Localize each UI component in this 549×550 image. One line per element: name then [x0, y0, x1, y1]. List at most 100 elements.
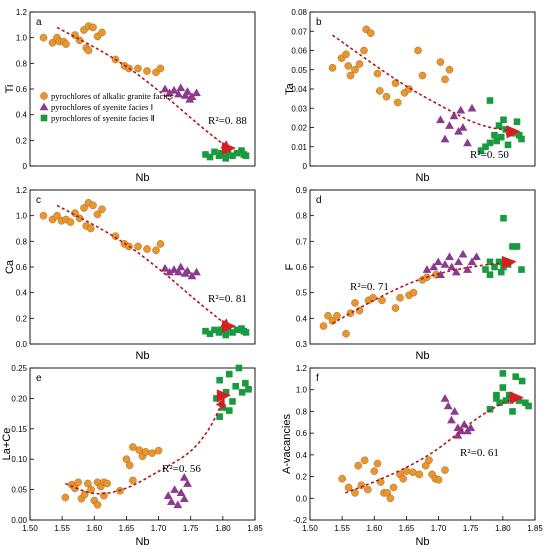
data-point [515, 131, 523, 139]
data-point [375, 87, 384, 95]
y-tick-label: 0.4 [296, 451, 308, 460]
x-axis-label: Nb [135, 536, 149, 548]
data-point [382, 92, 391, 101]
panel-label: a [36, 17, 42, 28]
y-axis-label: Ta [284, 82, 296, 95]
data-point [351, 489, 359, 497]
plot-frame [309, 367, 536, 521]
x-tick-label: 1.75 [463, 524, 479, 533]
data-point [222, 155, 230, 162]
data-point [449, 111, 459, 120]
panel-f: -0.2 0.0 0.2 0.4 0.6 0.8 1.0 1.2 1.50 1.55 1.60 1.6… [281, 364, 543, 548]
data-point [84, 46, 93, 55]
r-squared-annotation: R²=0. 71 [350, 281, 389, 293]
data-point [440, 394, 450, 402]
data-point [39, 211, 48, 220]
plot-frame [29, 189, 256, 345]
data-point [338, 474, 346, 483]
data-point [373, 459, 382, 468]
data-point [440, 260, 450, 268]
y-axis-label: F [284, 263, 296, 270]
data-point [192, 88, 201, 97]
data-point [232, 382, 240, 390]
series-syenite-I [422, 249, 481, 278]
trend-arrow-head [506, 125, 521, 139]
y-tick-label: 0.7 [296, 237, 308, 246]
data-point [450, 407, 460, 415]
r-squared-annotation: R²=0. 56 [162, 463, 201, 475]
panel-d: 0.3 0.4 0.5 0.6 0.7 0.8 0.9 Nb Fd R²=0. 71 [284, 186, 536, 362]
data-point [443, 401, 453, 410]
data-point [422, 265, 432, 273]
data-point [433, 257, 443, 266]
panel-e: 0.00 0.05 0.10 0.15 0.20 0.25 1.50 1.55 1.60 1.65… [1, 364, 263, 548]
data-point [156, 64, 165, 73]
data-point [458, 249, 468, 258]
data-point [192, 267, 201, 276]
data-point [61, 493, 70, 502]
data-point [525, 402, 532, 410]
x-tick-label: 1.80 [495, 524, 511, 533]
panel-c: 0.0 0.2 0.4 0.6 0.8 1.0 1.2 Nb Ca c R²=0. 81 [4, 186, 256, 362]
data-point [211, 148, 218, 156]
data-point [344, 483, 353, 492]
x-tick-label: 1.60 [86, 524, 102, 533]
data-point [451, 267, 461, 276]
series-syenite-I [160, 262, 201, 280]
data-point [238, 147, 245, 154]
data-point [165, 88, 174, 97]
data-point [93, 500, 102, 509]
data-point [242, 152, 250, 160]
data-point [229, 329, 236, 336]
data-point [482, 143, 489, 151]
x-tick-label: 1.75 [183, 524, 199, 533]
x-tick-label: 1.55 [54, 524, 70, 533]
data-point [233, 149, 241, 157]
y-tick-label: 0.05 [11, 486, 27, 495]
data-point [342, 50, 350, 59]
x-tick-label: 1.65 [399, 524, 415, 533]
data-point [393, 98, 402, 107]
trend-arrow-head [222, 142, 236, 156]
data-point [71, 31, 79, 39]
data-point [370, 467, 379, 475]
data-point [360, 456, 369, 465]
data-point [156, 240, 165, 248]
data-point [174, 89, 183, 98]
data-point [66, 218, 75, 226]
data-point [513, 243, 521, 250]
y-tick-label: 0.4 [16, 289, 28, 298]
data-point [425, 456, 433, 465]
series-syenite-I [440, 394, 476, 439]
y-tick-label: 0.6 [296, 263, 308, 272]
data-point [202, 327, 209, 335]
data-point [167, 497, 176, 506]
trend-line [332, 34, 517, 136]
y-tick-label: 0.2 [296, 473, 308, 482]
x-tick-label: 1.85 [247, 524, 263, 533]
data-point [176, 262, 186, 271]
y-tick-label: 0 [23, 162, 28, 171]
trend-arrow-head [216, 389, 231, 403]
data-point [206, 330, 214, 338]
series-syenite-II [477, 97, 525, 154]
trend-line [56, 204, 232, 329]
data-point [499, 384, 507, 391]
plot-frame [29, 11, 256, 167]
data-point [346, 71, 355, 80]
data-point [216, 376, 223, 384]
x-tick-label: 1.60 [366, 524, 382, 533]
data-point [441, 466, 449, 474]
data-point [53, 211, 61, 220]
data-point [351, 65, 359, 74]
data-point [415, 470, 424, 479]
data-point [39, 33, 48, 42]
data-point [84, 479, 92, 488]
y-tick-label: 0.25 [11, 364, 27, 373]
data-point [512, 373, 520, 380]
legend-entry: pyrochlores of syenite facies Ⅰ [51, 102, 153, 112]
x-tick-label: 1.50 [302, 524, 318, 533]
data-point [486, 258, 494, 266]
trend-arrow-head [509, 391, 524, 405]
panel-label: c [36, 195, 41, 206]
